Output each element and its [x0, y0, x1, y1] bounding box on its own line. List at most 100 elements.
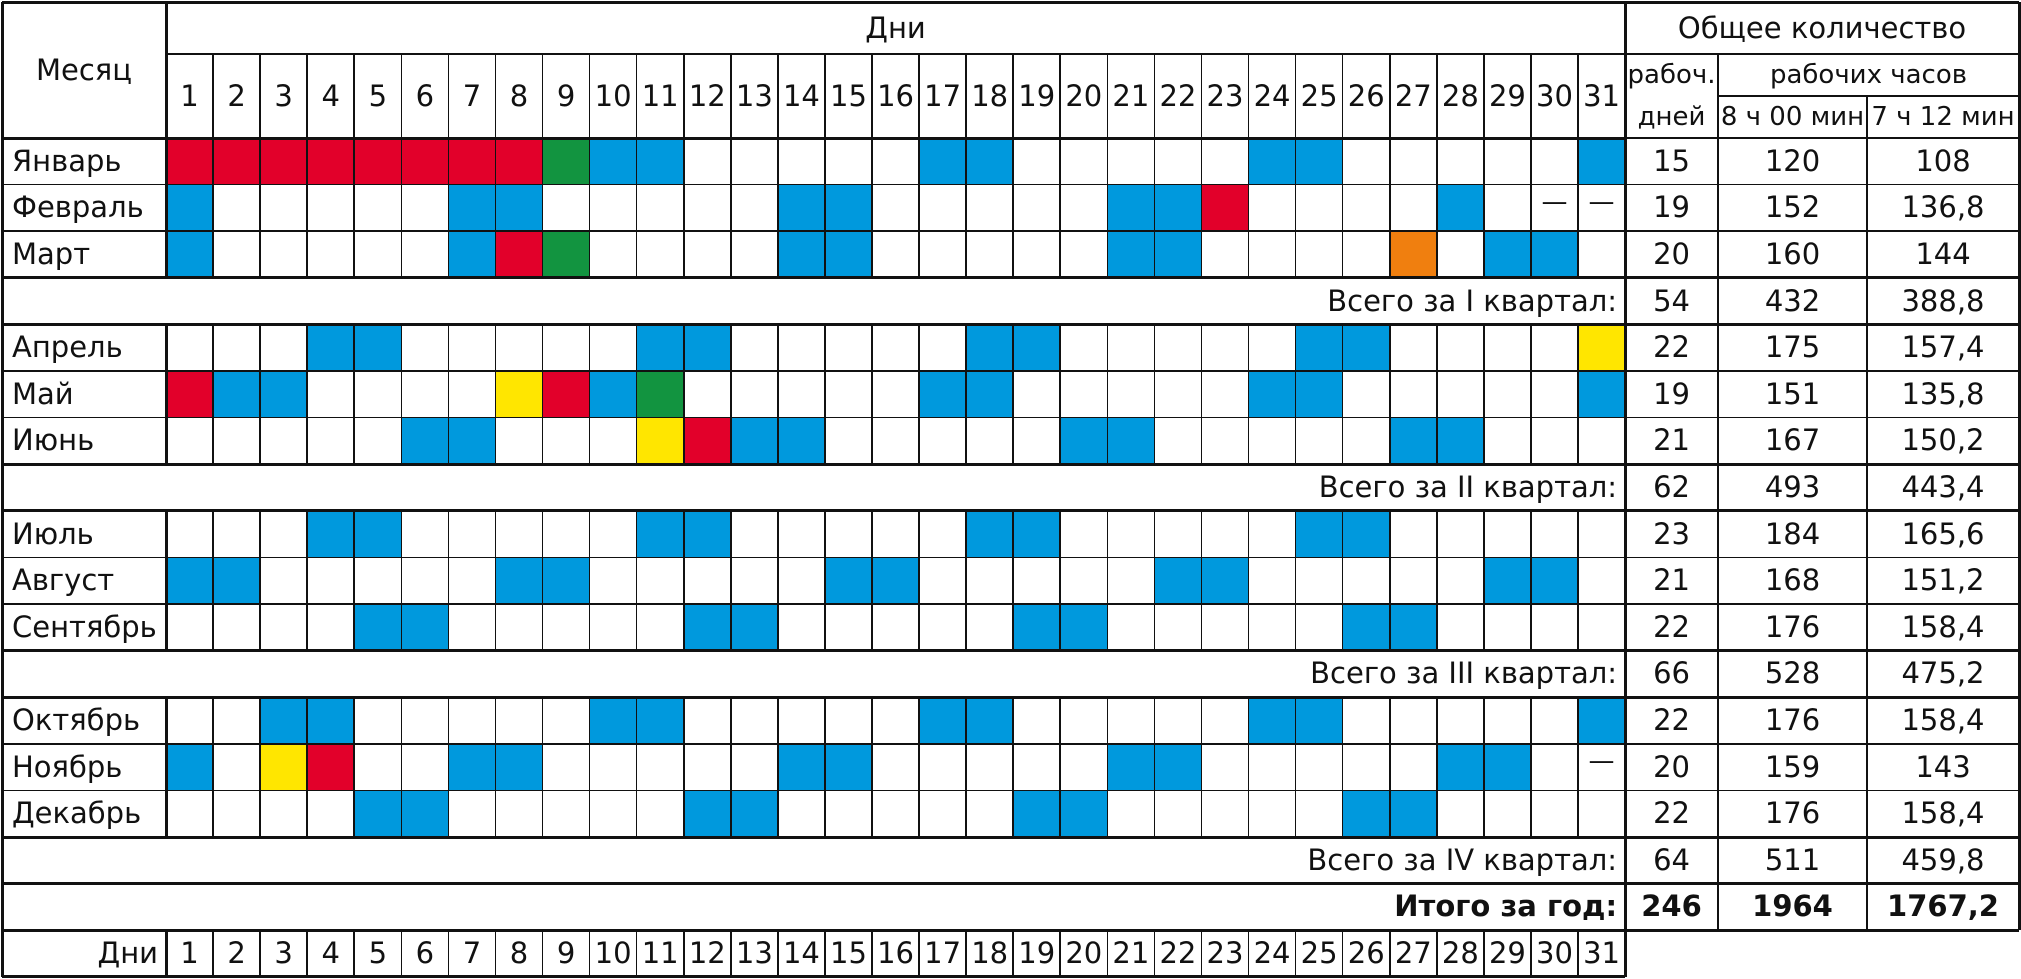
grid-line-v: [1059, 231, 1062, 278]
grid-line-v: [1200, 54, 1203, 138]
grid-line-v: [541, 790, 544, 837]
footer-day-number: 26: [1347, 935, 1385, 970]
day-cell: [1342, 324, 1390, 371]
grid-line-v: [777, 930, 779, 977]
grid-line-v: [1388, 371, 1391, 418]
footer-day-number: 17: [924, 935, 962, 970]
grid-line-h: [2, 603, 2019, 605]
grid-line-v: [682, 930, 685, 977]
grid-line-v: [871, 604, 873, 651]
day-cell: [213, 371, 261, 418]
work-days-value: 23: [1653, 516, 1690, 551]
grid-line-v: [1247, 54, 1250, 138]
grid-line-v: [1530, 510, 1532, 558]
day-cell: [1013, 324, 1061, 371]
grid-line-v: [212, 510, 214, 558]
total-header: Общее количество: [1677, 10, 1967, 45]
year-hours-8: 1964: [1752, 889, 1833, 924]
grid-line-v: [1341, 604, 1344, 651]
day-number: 3: [274, 78, 293, 113]
grid-line-v: [1436, 557, 1438, 604]
grid-line-v: [1577, 138, 1579, 185]
grid-line-v: [871, 697, 873, 744]
grid-line-v: [682, 604, 685, 651]
grid-line-v: [635, 138, 638, 185]
grid-line-v: [824, 54, 826, 138]
grid-line-v: [541, 54, 544, 138]
hours-8-value: 120: [1764, 143, 1821, 178]
grid-line-v: [1200, 557, 1203, 604]
grid-line-v: [306, 743, 308, 791]
grid-line-v: [1106, 324, 1109, 371]
grid-line-v: [353, 54, 356, 138]
grid-line-v: [1577, 417, 1579, 465]
grid-line-v: [1247, 790, 1250, 837]
quarter-hours-8: 493: [1764, 469, 1821, 504]
grid-line-v: [164, 231, 168, 278]
footer-day-number: 10: [594, 935, 632, 970]
grid-line-v: [1200, 697, 1203, 744]
grid-line-v: [871, 54, 873, 138]
grid-line-v: [400, 604, 403, 651]
day-cell: [1483, 557, 1531, 604]
hours-7-value: 143: [1915, 749, 1971, 784]
day-cell: [636, 510, 684, 558]
grid-line-v: [1436, 184, 1438, 232]
footer-day-number: 11: [641, 935, 679, 970]
grid-line-v: [871, 417, 873, 465]
grid-line-v: [400, 790, 403, 837]
day-cell: [824, 557, 872, 604]
grid-line-v: [164, 557, 168, 604]
footer-day-number: 18: [971, 935, 1009, 970]
month-name: Февраль: [12, 190, 144, 225]
grid-line-v: [682, 790, 685, 837]
grid-line-v: [1436, 231, 1438, 278]
grid-line-v: [447, 138, 450, 185]
grid-line-v: [1012, 930, 1014, 977]
year-hours-7: 1767,2: [1887, 889, 1999, 924]
day-cell: [1578, 324, 1626, 371]
grid-line-v: [1388, 54, 1391, 138]
days-header: Дни: [865, 10, 926, 45]
grid-line-v: [212, 324, 214, 371]
day-number: 29: [1488, 78, 1526, 113]
grid-line-v: [1483, 743, 1485, 791]
day-cell: [401, 790, 449, 837]
grid-line-v: [1530, 930, 1532, 977]
grid-line-v: [1341, 324, 1344, 371]
grid-line-v: [259, 371, 261, 418]
grid-line-v: [871, 510, 873, 558]
month-header: Месяц: [36, 52, 132, 87]
grid-line-v: [1012, 184, 1014, 232]
grid-line-v: [918, 184, 920, 232]
grid-line-v: [965, 790, 967, 837]
day-cell: [495, 231, 543, 278]
grid-line-v: [824, 930, 826, 977]
grid-line-v: [1059, 510, 1062, 558]
grid-line-v: [212, 743, 214, 791]
day-cell: [872, 557, 920, 604]
grid-line-v: [1059, 184, 1062, 232]
hours-8-header: 8 ч 00 мин: [1720, 102, 1865, 132]
day-cell: [1248, 697, 1296, 744]
footer-day-number: 14: [782, 935, 820, 970]
grid-line-v: [1483, 790, 1485, 837]
grid-line-v: [164, 371, 168, 418]
grid-line-v: [824, 324, 826, 371]
grid-line-h: [1625, 53, 2019, 55]
day-cell: [730, 790, 778, 837]
grid-line-v: [259, 557, 261, 604]
day-cell: [1154, 743, 1202, 791]
grid-line-v: [1483, 231, 1485, 278]
day-cell: [166, 231, 214, 278]
grid-line-v: [682, 371, 685, 418]
day-number: 8: [509, 78, 529, 113]
grid-line-v: [1106, 510, 1109, 558]
grid-line-v: [871, 557, 873, 604]
grid-line-v: [918, 371, 920, 418]
day-cell: [1295, 697, 1343, 744]
footer-day-number: 24: [1253, 935, 1291, 970]
grid-line-h: [2, 230, 2019, 232]
grid-line-v: [1436, 930, 1438, 977]
grid-line-v: [1153, 371, 1156, 418]
